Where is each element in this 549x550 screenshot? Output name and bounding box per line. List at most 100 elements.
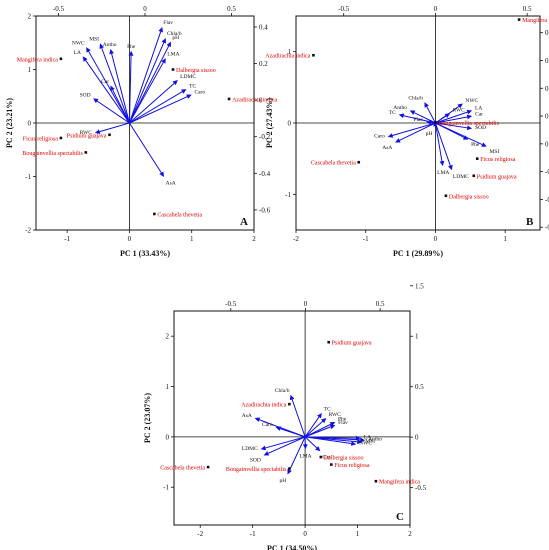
panel-b-species-point <box>472 174 476 178</box>
panel-a-vector-label: Flav <box>163 20 173 26</box>
panel-a-vector-label: LA <box>74 50 81 56</box>
panel-c-ytick-label: 2 <box>166 333 170 341</box>
panel-c-ytick-label: 0 <box>166 433 170 441</box>
panel-b-vector-ldmc <box>434 122 451 166</box>
panel-b-vector-head <box>426 119 432 125</box>
panel-b-vector-head <box>395 138 401 143</box>
panel-a-xtick-label: -1 <box>64 235 70 243</box>
panel-a-right-tick-label: -0.2 <box>259 133 271 141</box>
panel-c-species-point <box>206 465 210 469</box>
panel-a-vector-msi <box>101 47 130 124</box>
panel-a-vector-head <box>99 43 105 49</box>
panel-b-ytick-label: 0 <box>288 120 292 128</box>
panel-c-right-tick-label: 0 <box>415 434 419 442</box>
panel-c-vector-head <box>360 437 366 443</box>
panel-c-vector-head <box>317 412 322 419</box>
panel-a-vector-lma <box>128 62 164 124</box>
panel-b-vector-label: AsA <box>382 145 392 151</box>
panel-a-vector-head <box>161 37 167 44</box>
panel-a-vector-head <box>109 48 114 55</box>
panel-b-right-tick-label: 0.8 <box>545 29 549 37</box>
panel-b-species-point <box>312 53 315 57</box>
panel-b-vector-label: Flav <box>414 117 424 123</box>
panel-c-species-point <box>327 340 331 344</box>
panel-b-xtick-label: -2 <box>293 235 299 243</box>
panel-a-species-point <box>84 151 88 154</box>
panel-c-xtick-label: 2 <box>408 530 412 538</box>
panel-b-right-tick-label: -0.4 <box>545 196 549 204</box>
panel-c-vector-head <box>263 451 270 456</box>
panel-b-vector-antho <box>414 112 436 124</box>
panel-c-top-tick-label: -0.5 <box>225 300 237 308</box>
panel-b-vector-msi <box>435 122 483 145</box>
panel-a-vector-antho <box>111 53 130 124</box>
panel-b-right-tick-label: -0.6 <box>545 224 549 232</box>
panel-b-vector-head <box>387 133 394 138</box>
panel-b-species-label: Dalbergia sissoo <box>449 194 489 200</box>
panel-a-vector-ldmc <box>129 82 175 124</box>
panel-b-vector-head <box>481 142 487 147</box>
panel-c-vector-head <box>275 426 282 431</box>
panel-b-right-tick-label: -0.2 <box>545 168 549 176</box>
panel-c-vector-head <box>254 417 261 423</box>
panel-c-ytick-label: -1 <box>163 484 169 492</box>
panel-b-xtick-label: -1 <box>363 235 369 243</box>
panel-a-vector-rwc <box>99 122 130 133</box>
panel-c-vector-label: TC <box>324 406 331 412</box>
panel-a-ytick-label: 2 <box>28 13 32 21</box>
panel-a-vector-label: pH <box>172 35 179 41</box>
panel-a-vector-label: SOD <box>80 93 91 99</box>
panel-c-right-tick-label: 1.5 <box>415 282 424 290</box>
panel-b-right-tick-label: 0.2 <box>545 113 549 121</box>
panel-c-vector-label: Chla/b <box>275 388 290 394</box>
panel-a-ytick-label: -2 <box>25 227 31 235</box>
panel-b-top-tick-label: 0.5 <box>523 5 532 13</box>
panel-b-vector-head <box>398 113 405 119</box>
panel-b-species-point <box>357 160 361 164</box>
panel-c-vector-head <box>287 468 292 475</box>
panel-b-vector-sod <box>435 122 468 129</box>
panel-c-vector-nwc <box>305 436 352 445</box>
panel-a-vector-label: Phe <box>127 44 136 50</box>
panel-a-vector-label: LMA <box>167 51 179 57</box>
panel-c: -2 -1 0 1 2 -1 0 1 2 -0.5 0 0.5 -0.5 0 0.5 1 1.5 PC 1 (34… <box>143 282 427 550</box>
panel-b-vector-label: Caro <box>374 134 385 140</box>
panel-b-right-tick-label: 0 <box>545 140 549 148</box>
panel-a-species-label: Bougainvellia spectabilis <box>22 151 83 157</box>
panel-c-vector-ph <box>289 436 306 471</box>
panel-c-species-label: Azadirachta indica <box>241 403 286 409</box>
panel-b-y-axis-title: PC 2 (27.43%) <box>265 98 274 148</box>
panel-c-right-tick-label: -0.5 <box>415 484 427 492</box>
panel-a-vector-head <box>161 58 166 64</box>
panel-c-species-label: Dalbergia sissoo <box>324 456 364 462</box>
panel-a-vector-asa <box>129 122 162 174</box>
panel-a-species-label: Azadirachta indica <box>232 97 277 103</box>
panel-a-vector-head <box>93 98 99 104</box>
panel-c-ytick-label: 1 <box>166 383 170 391</box>
panel-a-species-point <box>59 136 63 140</box>
panel-b-vector-label: LMA <box>437 170 449 176</box>
panel-b-vector-label: RWC <box>453 108 466 114</box>
panel-b-vector-car <box>435 116 468 124</box>
panel-b-vector-label: NWC <box>465 98 478 104</box>
panel-a-vector-head <box>158 26 163 33</box>
panel-a-vector-tc <box>129 91 183 124</box>
panel-a-vector-chla-b <box>128 42 165 124</box>
panel-c-top-tick-label: 0.5 <box>376 300 385 308</box>
panel-b-vector-head <box>424 102 429 108</box>
panel-c-species-point <box>288 402 291 406</box>
panel-c-species-label: Mangifera indica <box>379 479 420 486</box>
panel-b-vector-label: LA <box>475 106 482 112</box>
panel-c-xtick-label: -1 <box>250 530 256 538</box>
panel-b-species-point <box>444 194 448 198</box>
panel-c-vector-rwc <box>304 420 323 438</box>
panel-a-vector-label: LDMC <box>180 74 196 80</box>
panel-c-species-point <box>330 463 333 466</box>
panel-a-ytick-label: -1 <box>25 173 31 181</box>
panel-a-vector-head <box>172 80 178 86</box>
panel-a-species-point <box>108 133 111 137</box>
panel-c-vector-label: Phe <box>338 417 347 423</box>
panel-a-xtick-label: 0 <box>128 235 132 243</box>
panel-c-vector-head <box>357 439 363 445</box>
